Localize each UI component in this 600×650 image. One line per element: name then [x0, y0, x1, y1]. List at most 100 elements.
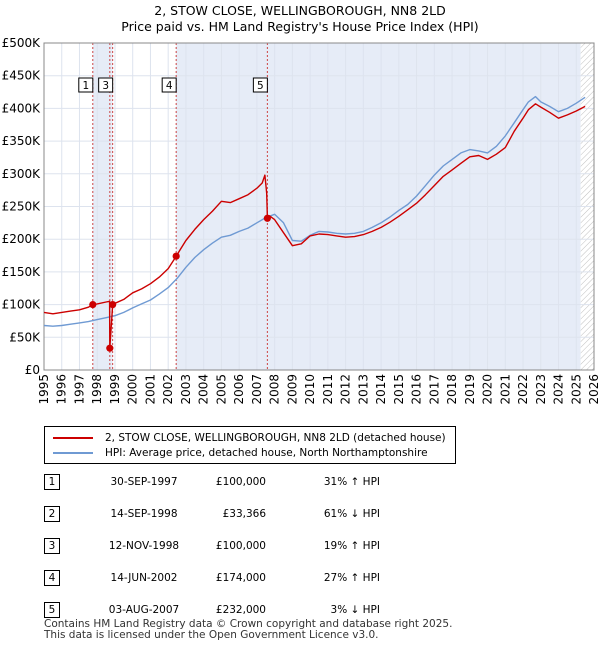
x-tick-label: 2020: [481, 374, 495, 405]
y-tick-label: £300K: [2, 167, 42, 181]
x-tick-label: 2026: [587, 374, 600, 405]
sale-number: 5: [44, 602, 60, 618]
sale-marker-box: 5: [252, 77, 268, 93]
x-tick-label: 2004: [197, 374, 211, 405]
sale-price: £174,000: [215, 572, 266, 584]
x-tick-label: 2014: [374, 374, 388, 405]
sale-point: [263, 214, 271, 222]
x-tick-label: 2006: [232, 374, 246, 405]
x-tick-label: 2011: [321, 374, 335, 405]
x-tick-label: 2002: [161, 374, 175, 405]
x-tick-label: 1996: [55, 374, 69, 405]
sale-point: [106, 344, 114, 352]
sale-number: 1: [44, 474, 60, 490]
x-tick-label: 2007: [250, 374, 264, 405]
legend-swatch-hpi: [53, 452, 93, 454]
x-tick-label: 1999: [108, 374, 122, 405]
marker-box-label: 4: [166, 80, 173, 92]
footer-copyright: Contains HM Land Registry data © Crown c…: [44, 618, 453, 630]
sale-date: 03-AUG-2007: [108, 604, 180, 616]
x-tick-label: 2016: [410, 374, 424, 405]
x-tick-label: 2001: [143, 374, 157, 405]
y-tick-label: £350K: [2, 134, 42, 148]
x-tick-label: 2017: [427, 374, 441, 405]
x-tick-label: 1995: [37, 374, 51, 405]
sale-marker-box: 4: [161, 77, 177, 93]
sale-date: 30-SEP-1997: [110, 476, 178, 488]
sale-date: 12-NOV-1998: [108, 540, 180, 552]
x-tick-label: 2000: [126, 374, 140, 405]
y-tick-label: £150K: [2, 265, 42, 279]
x-tick-label: 2005: [214, 374, 228, 405]
marker-box-rect: [252, 77, 268, 93]
y-tick-label: £100K: [2, 298, 42, 312]
x-tick-label: 2021: [498, 374, 512, 405]
sale-hpi-diff: 19% ↑ HPI: [323, 540, 380, 552]
marker-box-rect: [98, 77, 114, 93]
x-tick-label: 2022: [516, 374, 530, 405]
y-tick-label: £400K: [2, 101, 42, 115]
legend-label-hpi: HPI: Average price, detached house, Nort…: [105, 447, 428, 459]
y-tick-label: £200K: [2, 232, 42, 246]
sale-price: £33,366: [222, 508, 266, 520]
sale-hpi-diff: 27% ↑ HPI: [323, 572, 380, 584]
price-chart: £0 £50K £100K £150K £200K £250K £300K £350K £400…: [2, 36, 600, 405]
sale-number: 2: [44, 506, 60, 522]
sale-hpi-diff: 3% ↓ HPI: [330, 604, 380, 616]
x-tick-label: 1998: [90, 374, 104, 405]
sale-hpi-diff: 61% ↓ HPI: [323, 508, 380, 520]
sale-hpi-diff: 31% ↑ HPI: [323, 476, 380, 488]
y-tick-label: £450K: [2, 69, 42, 83]
sale-price: £100,000: [215, 476, 266, 488]
x-tick-label: 2009: [285, 374, 299, 405]
marker-box-rect: [161, 77, 177, 93]
x-tick-label: 2024: [552, 374, 566, 405]
table-row: 3 12-NOV-1998 £100,000 19% ↑ HPI: [44, 538, 464, 570]
x-tick-label: 2010: [303, 374, 317, 405]
sale-date: 14-JUN-2002: [110, 572, 178, 584]
y-tick-label: £250K: [2, 200, 42, 214]
table-row: 4 14-JUN-2002 £174,000 27% ↑ HPI: [44, 570, 464, 602]
sale-point: [89, 301, 97, 309]
sales-table: 1 30-SEP-1997 £100,000 31% ↑ HPI 2 14-SE…: [44, 474, 464, 634]
hpi-line: [43, 95, 586, 327]
marker-box-label: 1: [82, 80, 89, 92]
footer-license: This data is licensed under the Open Gov…: [44, 629, 379, 641]
table-row: 2 14-SEP-1998 £33,366 61% ↓ HPI: [44, 506, 464, 538]
marker-box-label: 5: [257, 80, 264, 92]
sale-point: [172, 252, 180, 260]
x-tick-label: 2008: [268, 374, 282, 405]
sale-point: [109, 301, 117, 309]
footer: Contains HM Land Registry data © Crown c…: [44, 619, 452, 641]
sale-price: £100,000: [215, 540, 266, 552]
x-tick-label: 2013: [356, 374, 370, 405]
sale-marker-box: 3: [98, 77, 114, 93]
x-tick-label: 2018: [445, 374, 459, 405]
y-tick-label: £50K: [9, 330, 41, 344]
marker-box-rect: [78, 77, 94, 93]
marker-box-label: 3: [102, 80, 109, 92]
sale-marker-box: 1: [78, 77, 94, 93]
x-tick-label: 2003: [179, 374, 193, 405]
sale-number: 3: [44, 538, 60, 554]
legend-item-hpi: HPI: Average price, detached house, Nort…: [53, 446, 428, 460]
x-tick-label: 2015: [392, 374, 406, 405]
x-tick-label: 2023: [534, 374, 548, 405]
x-tick-label: 2025: [569, 374, 583, 405]
legend-swatch-property: [53, 437, 93, 439]
sale-number: 4: [44, 570, 60, 586]
x-tick-label: 1997: [72, 374, 86, 405]
legend-item-property: 2, STOW CLOSE, WELLINGBOROUGH, NN8 2LD (…: [53, 431, 446, 445]
legend-label-property: 2, STOW CLOSE, WELLINGBOROUGH, NN8 2LD (…: [105, 432, 446, 444]
y-tick-label: £0: [25, 363, 40, 377]
table-row: 1 30-SEP-1997 £100,000 31% ↑ HPI: [44, 474, 464, 506]
sale-price: £232,000: [215, 604, 266, 616]
legend: 2, STOW CLOSE, WELLINGBOROUGH, NN8 2LD (…: [44, 426, 456, 464]
x-tick-label: 2019: [463, 374, 477, 405]
sale-date: 14-SEP-1998: [110, 508, 178, 520]
plot-frame: [43, 42, 595, 371]
chart-title: 2, STOW CLOSE, WELLINGBOROUGH, NN8 2LD: [154, 3, 446, 18]
y-tick-label: £500K: [2, 36, 42, 50]
chart-subtitle: Price paid vs. HM Land Registry's House …: [121, 19, 479, 34]
table-row: 5 03-AUG-2007 £232,000 3% ↓ HPI: [44, 602, 464, 634]
